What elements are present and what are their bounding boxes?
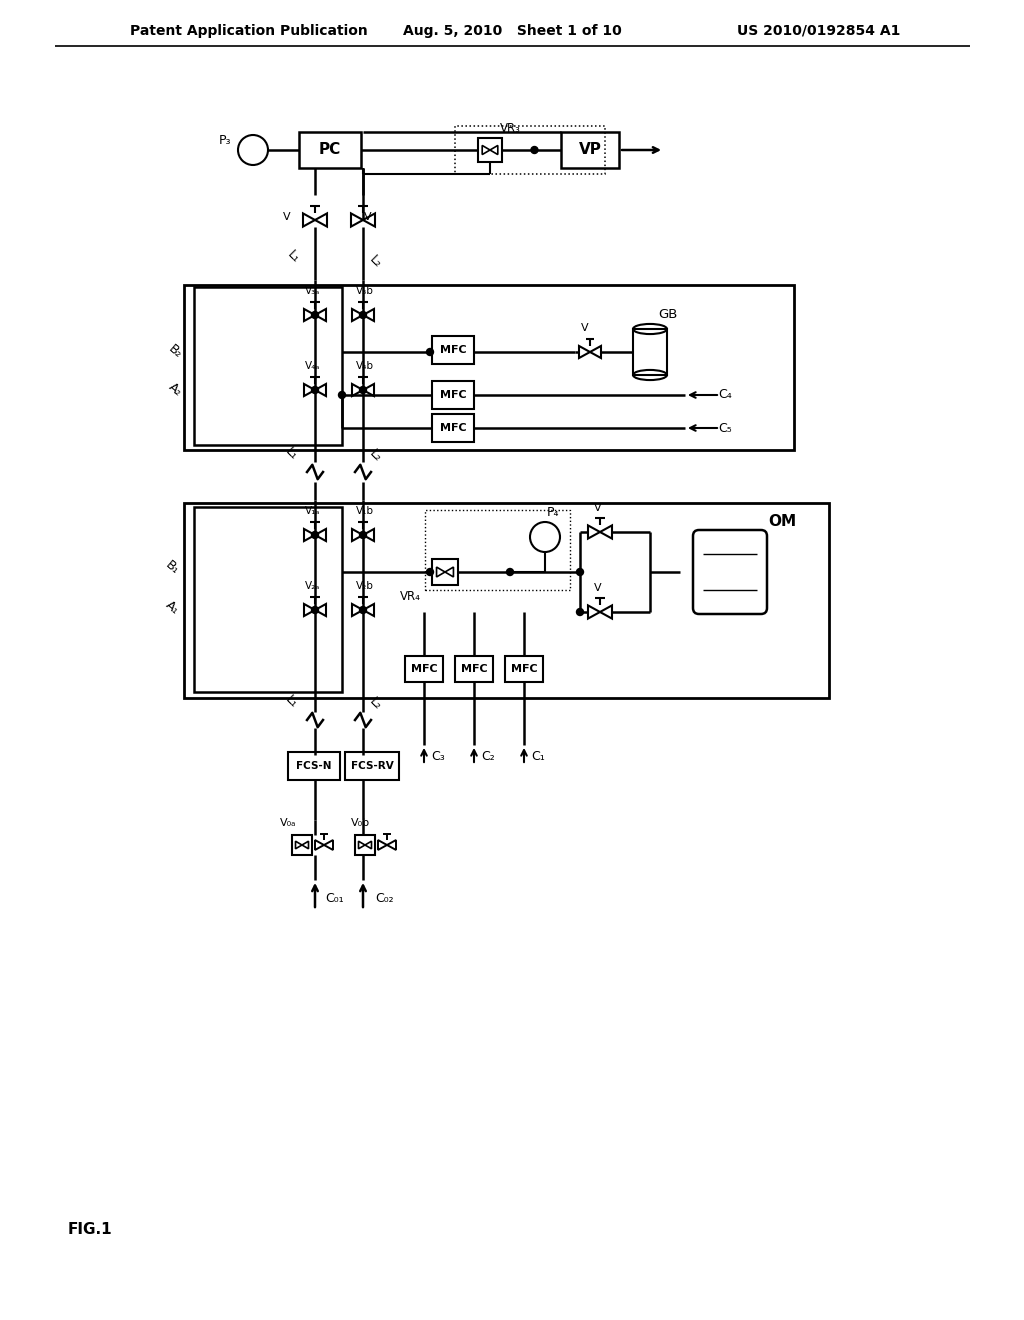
Text: US 2010/0192854 A1: US 2010/0192854 A1 — [736, 24, 900, 38]
Bar — [288, 752, 340, 780]
Text: L₁: L₁ — [283, 445, 300, 463]
Text: Patent Application Publication: Patent Application Publication — [130, 24, 368, 38]
Bar — [184, 285, 794, 450]
Bar — [406, 656, 443, 682]
Text: MFC: MFC — [439, 389, 466, 400]
Bar — [345, 752, 399, 780]
Text: V₀b: V₀b — [350, 818, 370, 828]
Circle shape — [507, 569, 513, 576]
Circle shape — [311, 606, 318, 614]
Bar — [432, 558, 458, 585]
Text: OM: OM — [768, 515, 796, 529]
Text: MFC: MFC — [511, 664, 538, 675]
Text: MFC: MFC — [439, 422, 466, 433]
Text: V₄b: V₄b — [356, 360, 374, 371]
Circle shape — [359, 532, 367, 539]
Text: C₀₂: C₀₂ — [376, 891, 394, 904]
Circle shape — [427, 348, 433, 355]
Circle shape — [359, 606, 367, 614]
Text: V₂b: V₂b — [356, 581, 374, 591]
Bar — [425, 510, 570, 590]
Text: V: V — [284, 213, 291, 222]
Text: VR₄: VR₄ — [399, 590, 421, 603]
Text: B₂: B₂ — [166, 343, 184, 362]
Bar — [478, 139, 502, 162]
Text: V₂ₐ: V₂ₐ — [305, 581, 321, 591]
Circle shape — [577, 609, 584, 615]
Text: FIG.1: FIG.1 — [68, 1222, 113, 1238]
Text: L₁: L₁ — [285, 248, 302, 265]
Text: MFC: MFC — [411, 664, 437, 675]
Text: V: V — [365, 213, 372, 222]
Text: MFC: MFC — [439, 345, 466, 355]
Bar — [455, 656, 493, 682]
Text: FCS-N: FCS-N — [296, 762, 332, 771]
Text: FCS-RV: FCS-RV — [350, 762, 393, 771]
Bar — [455, 125, 605, 174]
Circle shape — [531, 147, 538, 153]
Bar — [184, 503, 829, 698]
Text: P₄: P₄ — [547, 507, 559, 520]
Text: V: V — [594, 503, 602, 513]
Bar — [561, 132, 618, 168]
Text: C₄: C₄ — [718, 388, 732, 401]
Text: PC: PC — [318, 143, 341, 157]
Text: V₃b: V₃b — [356, 286, 374, 296]
Text: C₂: C₂ — [481, 751, 495, 763]
Bar — [194, 286, 342, 445]
Bar — [194, 507, 342, 692]
Bar — [432, 381, 474, 409]
Circle shape — [359, 387, 367, 393]
Text: L₂: L₂ — [367, 696, 384, 713]
Text: A₁: A₁ — [163, 599, 181, 618]
Text: V₄ₐ: V₄ₐ — [305, 360, 321, 371]
Text: L₂: L₂ — [367, 447, 384, 465]
Text: Aug. 5, 2010   Sheet 1 of 10: Aug. 5, 2010 Sheet 1 of 10 — [402, 24, 622, 38]
Bar — [292, 836, 312, 855]
Text: MFC: MFC — [461, 664, 487, 675]
Text: V₃ₐ: V₃ₐ — [305, 286, 321, 296]
Text: V₁ₐ: V₁ₐ — [305, 506, 321, 516]
Bar — [432, 337, 474, 364]
Text: C₅: C₅ — [718, 421, 732, 434]
Circle shape — [311, 387, 318, 393]
Circle shape — [311, 312, 318, 318]
Text: A₂: A₂ — [166, 380, 184, 400]
FancyBboxPatch shape — [693, 531, 767, 614]
Text: V: V — [582, 323, 589, 333]
Bar — [505, 656, 543, 682]
Text: C₁: C₁ — [531, 751, 545, 763]
Circle shape — [339, 392, 345, 399]
Text: C₃: C₃ — [431, 751, 444, 763]
Circle shape — [311, 532, 318, 539]
Circle shape — [359, 312, 367, 318]
Text: GB: GB — [658, 308, 678, 321]
Text: L₁: L₁ — [283, 693, 300, 711]
Bar — [432, 414, 474, 442]
Text: V: V — [594, 583, 602, 593]
Text: V₀ₐ: V₀ₐ — [280, 818, 296, 828]
Bar — [299, 132, 361, 168]
Text: VR₃: VR₃ — [500, 121, 520, 135]
Circle shape — [577, 569, 584, 576]
Text: B₁: B₁ — [163, 558, 181, 577]
Text: P₃: P₃ — [219, 133, 231, 147]
Text: VP: VP — [579, 143, 601, 157]
Text: L₂: L₂ — [367, 253, 384, 271]
Bar — [355, 836, 375, 855]
Text: C₀₁: C₀₁ — [326, 891, 344, 904]
Bar — [633, 329, 667, 375]
Circle shape — [427, 569, 433, 576]
Text: V₁b: V₁b — [356, 506, 374, 516]
